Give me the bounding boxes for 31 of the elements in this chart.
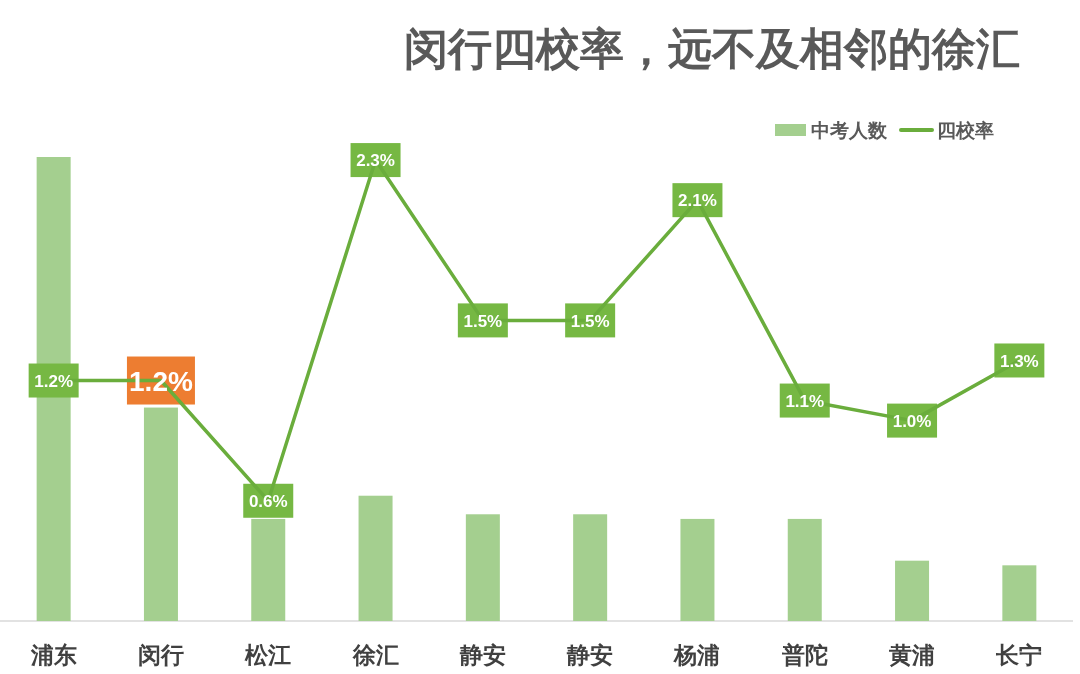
x-tick-label: 松江 — [244, 642, 292, 668]
data-label: 1.5% — [570, 311, 610, 331]
data-label: 0.6% — [248, 491, 288, 511]
bar — [1002, 565, 1037, 621]
x-tick-label: 静安 — [458, 642, 506, 668]
legend: 中考人数 — [775, 120, 887, 141]
data-label: 1.2% — [34, 371, 74, 391]
x-tick-label: 普陀 — [780, 642, 828, 668]
data-label: 2.1% — [678, 191, 717, 211]
chart-title: 闵行四校率，远不及相邻的徐汇 — [404, 24, 1020, 73]
x-tick-label: 徐汇 — [351, 642, 399, 668]
data-label: 1.5% — [463, 311, 503, 331]
bar — [465, 514, 500, 621]
data-label: 2.3% — [356, 151, 395, 171]
bar — [895, 560, 930, 621]
data-label: 1.0% — [892, 411, 932, 431]
x-tick-label: 静安 — [566, 642, 614, 668]
data-label: 1.3% — [999, 351, 1039, 371]
legend: 四校率 — [899, 120, 994, 141]
x-tick-label: 长宁 — [995, 642, 1043, 668]
legend-label: 四校率 — [937, 120, 994, 141]
x-tick-label: 闵行 — [137, 642, 184, 668]
bar — [358, 495, 393, 621]
data-label: 1.1% — [785, 391, 825, 411]
bar — [680, 518, 715, 621]
bar — [573, 514, 608, 621]
legend-label: 中考人数 — [811, 120, 888, 141]
bar — [787, 518, 822, 621]
x-tick-label: 浦东 — [29, 642, 77, 668]
x-tick-label: 黄浦 — [888, 642, 936, 668]
x-tick-label: 杨浦 — [673, 642, 721, 668]
